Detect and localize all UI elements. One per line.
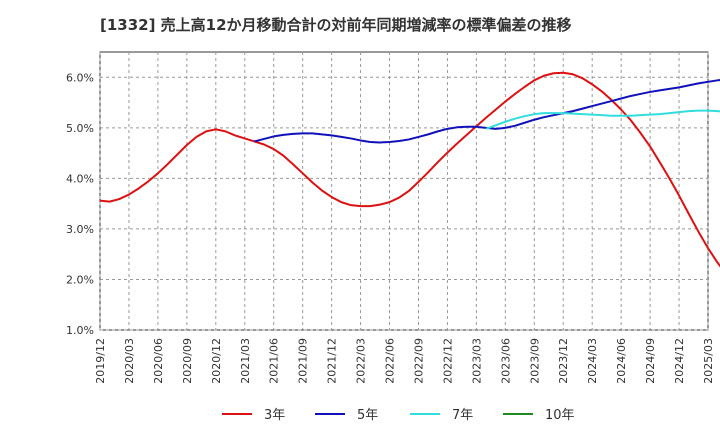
x-tick-label: 2025/03 [702,338,715,384]
legend-label: 3年 [264,408,285,423]
x-tick-label: 2021/06 [268,338,281,384]
chart-title: [1332] 売上高12か月移動合計の対前年同期増減率の標準偏差の推移 [100,16,572,34]
x-tick-label: 2024/12 [673,338,686,384]
legend-label: 5年 [357,408,378,423]
series-line-3年 [99,71,720,268]
legend: 3年 5年 7年 10年 [222,408,575,423]
y-tick-label: 1.0% [66,324,94,337]
x-tick-label: 2021/09 [297,338,310,384]
x-tick-label: 2019/12 [94,338,107,384]
x-tick-label: 2024/03 [586,338,599,384]
grid-lines [99,52,709,331]
x-tick-label: 2024/09 [644,338,657,384]
x-axis-ticks: 2019/12 2020/03 2020/06 2020/09 2020/12 2021/… [94,338,715,384]
x-tick-label: 2023/12 [557,338,570,384]
y-tick-label: 4.0% [66,172,94,185]
y-axis-ticks: 1.0% 2.0% 3.0% 4.0% 5.0% 6.0% [66,71,94,337]
x-tick-label: 2022/06 [384,338,397,384]
y-tick-label: 5.0% [66,122,94,135]
x-tick-label: 2020/09 [181,338,194,384]
x-tick-label: 2023/09 [528,338,541,384]
x-tick-label: 2021/03 [239,338,252,384]
legend-label: 10年 [545,408,575,423]
x-tick-label: 2020/06 [152,338,165,384]
y-tick-label: 6.0% [66,71,94,84]
x-tick-label: 2020/12 [210,338,223,384]
x-tick-label: 2022/12 [441,338,454,384]
x-tick-label: 2022/03 [355,338,368,384]
series-line-7年 [485,109,720,130]
x-tick-label: 2022/09 [412,338,425,384]
series-line-5年 [254,79,720,144]
x-tick-label: 2023/03 [470,338,483,384]
plot-area [99,51,709,331]
legend-label: 7年 [452,408,473,423]
series-lines [99,71,720,268]
x-tick-label: 2023/06 [499,338,512,384]
x-tick-label: 2024/06 [615,338,628,384]
x-tick-label: 2020/03 [123,338,136,384]
y-tick-label: 2.0% [66,273,94,286]
x-tick-label: 2021/12 [326,338,339,384]
y-tick-label: 3.0% [66,223,94,236]
